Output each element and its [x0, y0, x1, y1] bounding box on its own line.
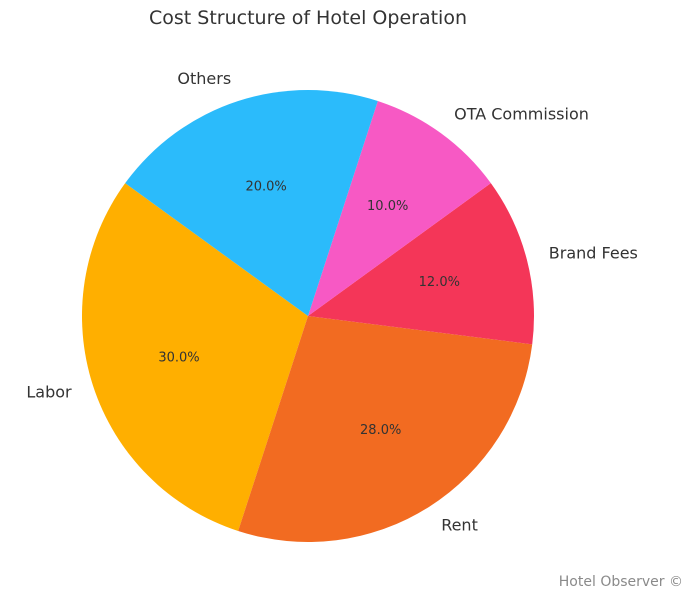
slice-category-label: Others [177, 69, 231, 88]
chart-title: Cost Structure of Hotel Operation [149, 7, 467, 29]
pie-slices [81, 89, 535, 543]
slice-category-label: OTA Commission [454, 104, 589, 123]
slice-percent-label: 10.0% [367, 199, 408, 214]
pie-slice-ota-commission [308, 101, 491, 316]
slice-percent-label: 20.0% [245, 180, 286, 195]
slice-percent-label: 30.0% [158, 350, 199, 365]
pie-slice-rent [238, 316, 533, 543]
slice-percent-label: 12.0% [419, 275, 460, 290]
pie-labels: 30.0% Labor 28.0% Rent 12.0% Brand Fees 10.0% O… [26, 69, 638, 534]
slice-category-label: Rent [441, 515, 478, 534]
slice-category-label: Labor [26, 382, 72, 401]
pie-slice-others [125, 89, 378, 317]
pie-slice-labor [81, 183, 309, 531]
slice-category-label: Brand Fees [549, 244, 638, 263]
pie-slice-brand-fees [308, 183, 535, 345]
watermark: Hotel Observer © [558, 574, 683, 590]
slice-percent-label: 28.0% [360, 423, 401, 438]
